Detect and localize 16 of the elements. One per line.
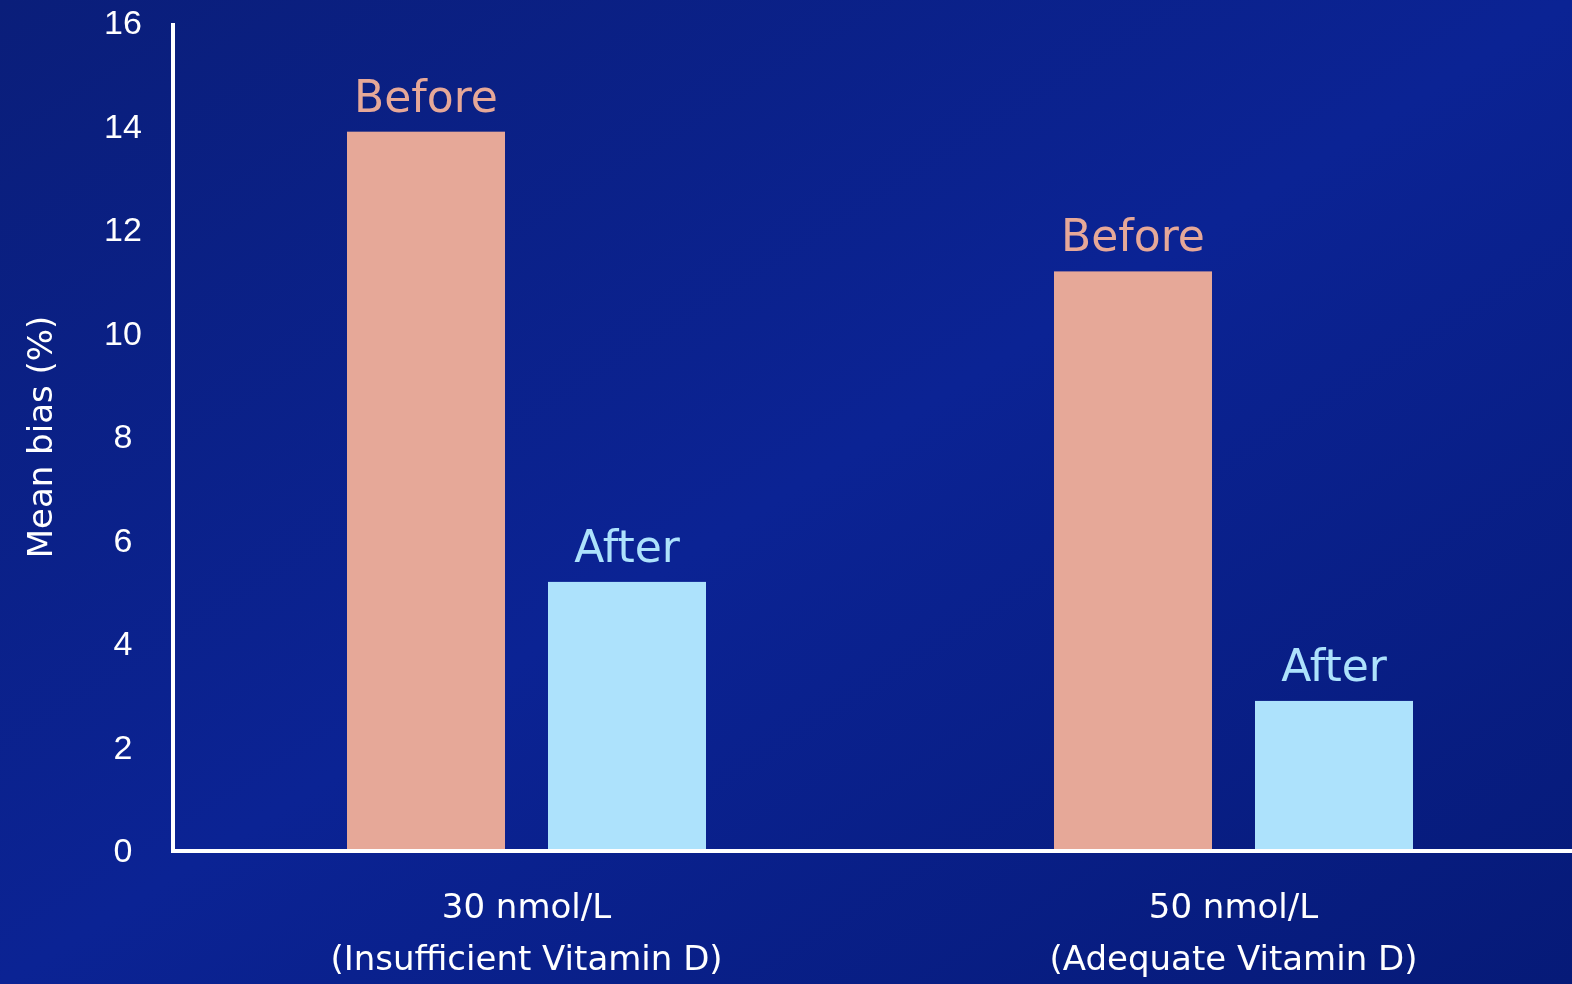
y-tick-label: 8: [113, 417, 133, 456]
series-label: After: [574, 520, 681, 572]
series-label: Before: [354, 70, 498, 122]
x-tick-label: 30 nmol/L (Insufficient Vitamin D): [330, 886, 723, 978]
y-tick-label: 12: [104, 210, 142, 249]
y-tick-label: 16: [104, 3, 142, 42]
y-tick-label: 4: [113, 624, 133, 663]
y-tick-label: 14: [104, 106, 142, 145]
text: Before: [1061, 210, 1205, 262]
y-tick-label: 0: [113, 831, 133, 870]
x-tick-label: 50 nmol/L (Adequate Vitamin D): [1049, 886, 1418, 978]
text: After: [1281, 639, 1387, 691]
y-axis-title: Mean bias (%): [20, 315, 60, 559]
y-tick-label: 10: [104, 313, 142, 352]
y-tick-label: 6: [113, 520, 133, 559]
y-tick-label: 2: [113, 727, 133, 766]
